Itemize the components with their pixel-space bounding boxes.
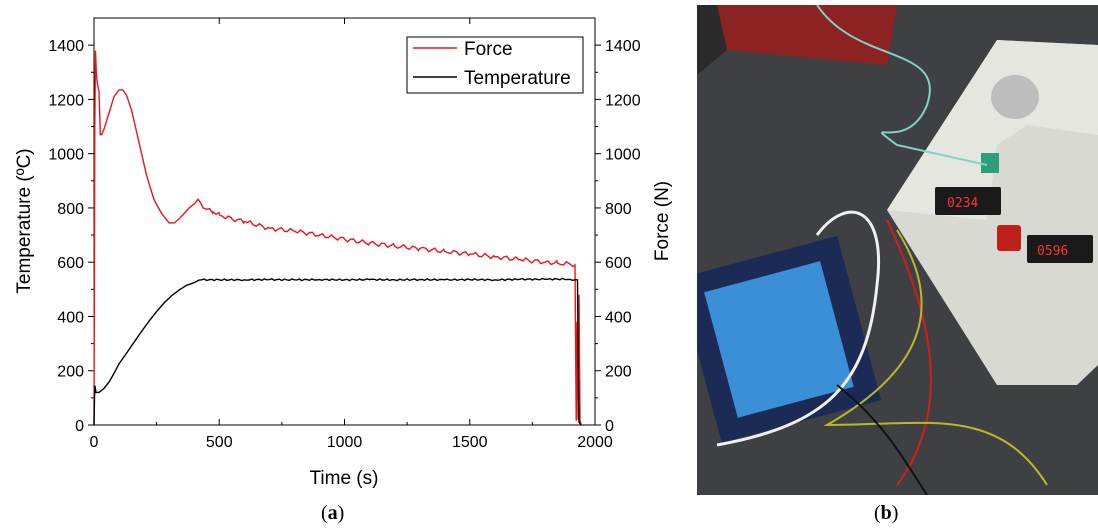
temperature-display-digits: 0234 bbox=[947, 196, 978, 211]
y-tick-label-left: 1400 bbox=[48, 38, 84, 55]
y-tick-label-right: 1000 bbox=[605, 147, 641, 164]
caption-a: (a) bbox=[321, 502, 345, 524]
force-display bbox=[1027, 235, 1093, 263]
y-axis-label-left: Temperature (ºC) bbox=[14, 148, 35, 293]
y-tick-label-right: 600 bbox=[605, 255, 632, 272]
y-tick-label-left: 1200 bbox=[48, 92, 84, 109]
equipment-photo: 0234 0596 bbox=[697, 5, 1098, 495]
chart: 0 500 1000 1500 2000 02004006008001000120014… bbox=[14, 17, 673, 489]
x-axis-label: Time (s) bbox=[310, 468, 379, 489]
x-tick-label: 2000 bbox=[577, 434, 613, 451]
y-tick-label-left: 0 bbox=[75, 418, 84, 435]
legend: Force Temperature bbox=[406, 36, 584, 94]
x-tick-label: 500 bbox=[206, 434, 233, 451]
red-switch bbox=[997, 225, 1021, 251]
red-tray bbox=[717, 5, 897, 65]
legend-label-force: Force bbox=[464, 39, 513, 60]
black-wire bbox=[836, 384, 928, 495]
series-line-temperature bbox=[93, 277, 582, 426]
x-tick-label: 1000 bbox=[327, 434, 363, 451]
y-axis-left: 0 200 400 600 800 1000 1200 1400 bbox=[48, 38, 94, 435]
caption-b: (b) bbox=[874, 502, 899, 524]
y-tick-label-left: 600 bbox=[57, 255, 84, 272]
y-axis-label-right: Force (N) bbox=[652, 181, 673, 261]
y-tick-label-right: 1400 bbox=[605, 38, 641, 55]
thermocouple-wire bbox=[816, 5, 988, 166]
x-axis: 0 500 1000 1500 2000 bbox=[90, 18, 613, 451]
temperature-display bbox=[935, 187, 1001, 215]
y-tick-label-right: 1200 bbox=[605, 92, 641, 109]
y-tick-label-right: 400 bbox=[605, 309, 632, 326]
control-box-top bbox=[887, 40, 1098, 220]
series-line-force bbox=[93, 50, 582, 426]
cable-gland bbox=[991, 75, 1039, 119]
usb-cable bbox=[716, 210, 880, 447]
y-axis-right: 0 200 400 600 800 1000 1200 1400 bbox=[595, 38, 641, 435]
y-tick-label-right: 200 bbox=[605, 364, 632, 381]
thermocouple-connector bbox=[981, 153, 999, 173]
legend-box bbox=[406, 36, 584, 94]
y-tick-label-right: 0 bbox=[605, 418, 614, 435]
daq-module-panel bbox=[704, 261, 854, 418]
yellow-wire bbox=[823, 229, 1048, 486]
y-tick-label-left: 1000 bbox=[48, 147, 84, 164]
y-tick-label-left: 800 bbox=[57, 201, 84, 218]
x-tick-label: 0 bbox=[90, 434, 99, 451]
force-display-digits: 0596 bbox=[1037, 244, 1068, 259]
x-tick-label: 1500 bbox=[452, 434, 488, 451]
legend-label-temperature: Temperature bbox=[464, 68, 571, 89]
series-layer bbox=[93, 50, 582, 426]
red-wire bbox=[886, 219, 932, 486]
y-tick-label-left: 400 bbox=[57, 309, 84, 326]
dark-corner bbox=[697, 5, 727, 75]
y-tick-label-right: 800 bbox=[605, 201, 632, 218]
y-tick-label-left: 200 bbox=[57, 364, 84, 381]
